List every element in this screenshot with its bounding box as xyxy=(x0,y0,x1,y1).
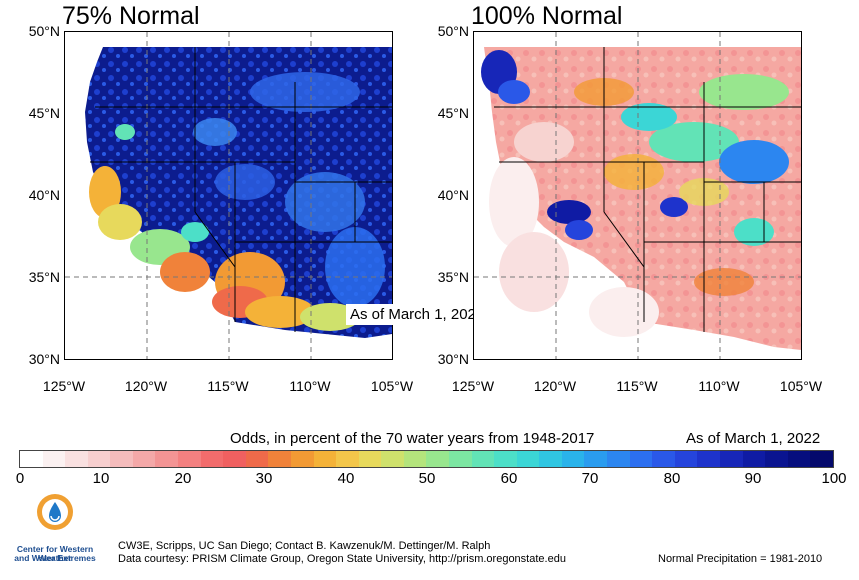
colorbar-tick: 70 xyxy=(581,470,599,487)
graticule xyxy=(65,32,392,359)
colorbar-swatch xyxy=(155,451,179,467)
colorbar-tick: 100 xyxy=(821,470,847,487)
credit-line-2: Data courtesy: PRISM Climate Group, Oreg… xyxy=(118,553,566,565)
date-stamp: As of March 1, 2022 xyxy=(346,304,489,325)
map-graphic-75 xyxy=(65,32,392,359)
colorbar-date: As of March 1, 2022 xyxy=(686,430,821,447)
colorbar-swatch xyxy=(336,451,359,467)
colorbar-swatch xyxy=(742,451,766,467)
very-low-odds-region xyxy=(489,122,659,337)
colorbar-swatch xyxy=(426,451,449,467)
map-graphic-100 xyxy=(474,32,801,359)
colorbar-swatch xyxy=(245,451,269,467)
colorbar-title: Odds, in percent of the 70 water years f… xyxy=(230,430,595,447)
lon-label: 125°W xyxy=(451,378,495,394)
colorbar-tick: 30 xyxy=(255,470,273,487)
colorbar-swatch xyxy=(87,451,111,467)
lat-label: 50°N xyxy=(437,23,469,39)
normal-period: Normal Precipitation = 1981-2010 xyxy=(658,553,823,565)
logo-text-line1: Center for Western Weather xyxy=(16,544,94,563)
colorbar-swatch xyxy=(607,451,630,467)
colorbar-swatch xyxy=(471,451,495,467)
colorbar-swatch xyxy=(110,451,133,467)
colorbar xyxy=(19,450,834,468)
colorbar-swatch xyxy=(787,451,811,467)
colorbar-swatch xyxy=(448,451,472,467)
graticule xyxy=(474,32,801,359)
colorbar-swatch xyxy=(765,451,788,467)
map-title-75: 75% Normal xyxy=(62,2,200,30)
colorbar-swatch xyxy=(810,451,833,467)
logo-text-line2: and Water Extremes xyxy=(14,553,96,563)
colorbar-swatch xyxy=(20,451,43,467)
colorbar-swatch xyxy=(313,451,337,467)
colorbar-swatch xyxy=(42,451,66,467)
colorbar-tick: 60 xyxy=(500,470,518,487)
lon-label: 120°W xyxy=(533,378,577,394)
credit-line-1: CW3E, Scripps, UC San Diego; Contact B. … xyxy=(118,540,491,552)
lat-label: 45°N xyxy=(28,105,60,121)
colorbar-swatch xyxy=(516,451,540,467)
lat-label: 35°N xyxy=(437,269,469,285)
lon-label: 110°W xyxy=(289,378,331,394)
colorbar-swatch xyxy=(539,451,562,467)
colorbar-swatch xyxy=(584,451,608,467)
colorbar-tick: 20 xyxy=(174,470,192,487)
state-boundaries xyxy=(90,47,392,332)
low-odds-region xyxy=(89,124,360,331)
lon-label: 110°W xyxy=(698,378,740,394)
colorbar-swatch xyxy=(697,451,720,467)
lat-label: 30°N xyxy=(437,351,469,367)
colorbar-swatch xyxy=(200,451,224,467)
colorbar-swatch xyxy=(494,451,517,467)
medium-odds-region xyxy=(193,72,385,307)
lon-label: 105°W xyxy=(370,378,414,394)
colorbar-swatch xyxy=(65,451,88,467)
colorbar-swatch xyxy=(178,451,201,467)
colorbar-tick: 40 xyxy=(337,470,355,487)
logo-drop-icon xyxy=(37,494,73,530)
map-panel-100-percent xyxy=(473,31,802,360)
colorbar-swatch xyxy=(403,451,427,467)
lon-label: 120°W xyxy=(124,378,168,394)
colorbar-swatch xyxy=(132,451,156,467)
colorbar-swatch xyxy=(381,451,404,467)
lat-label: 40°N xyxy=(437,187,469,203)
colorbar-tick: 50 xyxy=(418,470,436,487)
colorbar-swatch xyxy=(719,451,743,467)
lat-label: 45°N xyxy=(437,105,469,121)
lon-label: 125°W xyxy=(42,378,86,394)
map-title-100: 100% Normal xyxy=(471,2,623,30)
colorbar-swatch xyxy=(561,451,585,467)
lat-label: 30°N xyxy=(28,351,60,367)
lat-label: 50°N xyxy=(28,23,60,39)
colorbar-tick: 90 xyxy=(744,470,762,487)
colorbar-swatch xyxy=(358,451,382,467)
colorbar-swatch xyxy=(223,451,246,467)
colorbar-swatch xyxy=(629,451,653,467)
colorbar-swatch xyxy=(290,451,314,467)
colorbar-swatch xyxy=(652,451,675,467)
colorbar-swatch xyxy=(674,451,698,467)
colorbar-tick: 80 xyxy=(663,470,681,487)
high-odds-region xyxy=(481,50,789,246)
lon-label: 115°W xyxy=(616,378,658,394)
state-boundaries xyxy=(494,47,801,332)
lat-label: 35°N xyxy=(28,269,60,285)
lon-label: 115°W xyxy=(207,378,249,394)
colorbar-tick: 10 xyxy=(92,470,110,487)
colorbar-swatch xyxy=(268,451,291,467)
lat-label: 40°N xyxy=(28,187,60,203)
lon-label: 105°W xyxy=(779,378,823,394)
cw3e-logo xyxy=(35,492,75,532)
colorbar-tick: 0 xyxy=(15,470,25,487)
map-panel-75-percent xyxy=(64,31,393,360)
